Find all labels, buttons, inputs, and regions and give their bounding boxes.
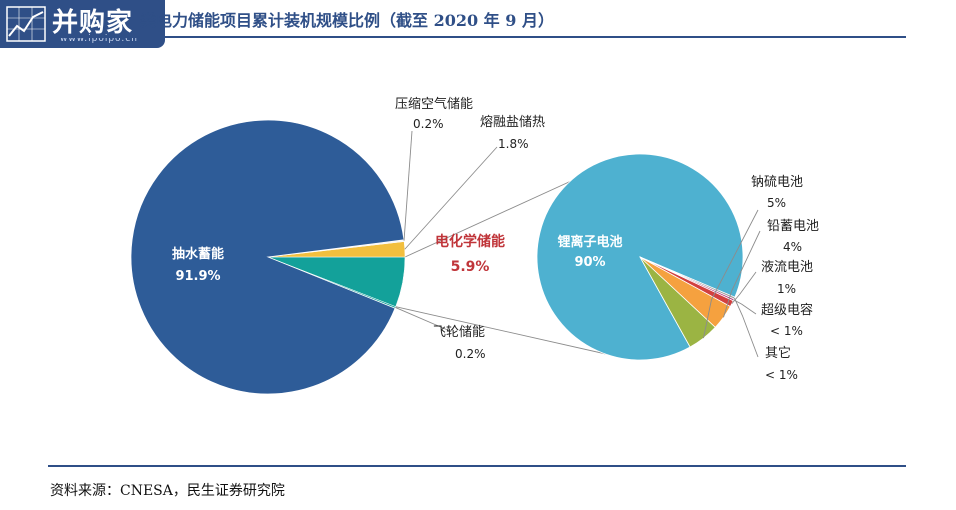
connector-line — [395, 306, 629, 360]
data-label-name: 抽水蓄能 — [172, 246, 224, 262]
data-label-value: 5% — [767, 196, 786, 210]
data-label-name: 其它 — [765, 345, 791, 361]
leader-line — [734, 297, 759, 358]
data-label-name: 钠硫电池 — [751, 175, 803, 190]
data-label-name: 飞轮储能 — [433, 325, 485, 340]
leader-lines — [395, 130, 761, 358]
leader-line — [733, 299, 757, 315]
footer-divider — [48, 465, 906, 467]
data-label-value: 4% — [783, 240, 802, 254]
site-logo[interactable]: 并购家 www.ipoipo.cn — [0, 0, 165, 48]
data-label-value: < 1% — [765, 368, 798, 382]
data-label-value: 1% — [777, 282, 796, 296]
data-label-value: < 1% — [770, 324, 803, 338]
data-label-value: 90% — [574, 255, 605, 270]
data-labels: 抽水蓄能 91.9% 电化学储能 5.9% 压缩空气储能 0.2% 熔融盐储热 1.8% 飞轮储… — [172, 96, 819, 382]
stock-chart-icon — [6, 6, 46, 42]
leader-line — [395, 307, 451, 332]
data-label-name: 熔融盐储热 — [480, 115, 545, 130]
leader-line — [723, 230, 761, 318]
leader-line — [703, 209, 759, 339]
data-label-name: 铅蓄电池 — [767, 219, 819, 234]
data-label-name: 液流电池 — [761, 260, 813, 275]
source-note: 资料来源：CNESA，民生证券研究院 — [50, 483, 285, 499]
data-label-name: 压缩空气储能 — [395, 96, 473, 112]
header-divider — [48, 36, 906, 38]
leader-line — [404, 146, 498, 250]
leader-line — [403, 130, 413, 241]
data-label-name: 电化学储能 — [435, 233, 505, 250]
data-label-value: 1.8% — [498, 137, 529, 151]
logo-brand-name: 并购家 — [52, 8, 134, 38]
sub-pie — [536, 153, 744, 361]
logo-url: www.ipoipo.cn — [60, 34, 138, 44]
data-label-value: 0.2% — [455, 347, 486, 361]
data-label-value: 91.9% — [175, 269, 220, 284]
main-pie-slice-4[interactable] — [130, 119, 405, 395]
chart-title: 类电力储能项目累计装机规模比例（截至 2020 年 9 月） — [140, 11, 554, 30]
data-label-name: 锂离子电池 — [557, 234, 622, 250]
data-label-value: 0.2% — [413, 117, 444, 131]
data-label-value: 5.9% — [451, 259, 490, 275]
main-pie — [130, 119, 406, 395]
data-label-name: 超级电容 — [761, 302, 813, 318]
